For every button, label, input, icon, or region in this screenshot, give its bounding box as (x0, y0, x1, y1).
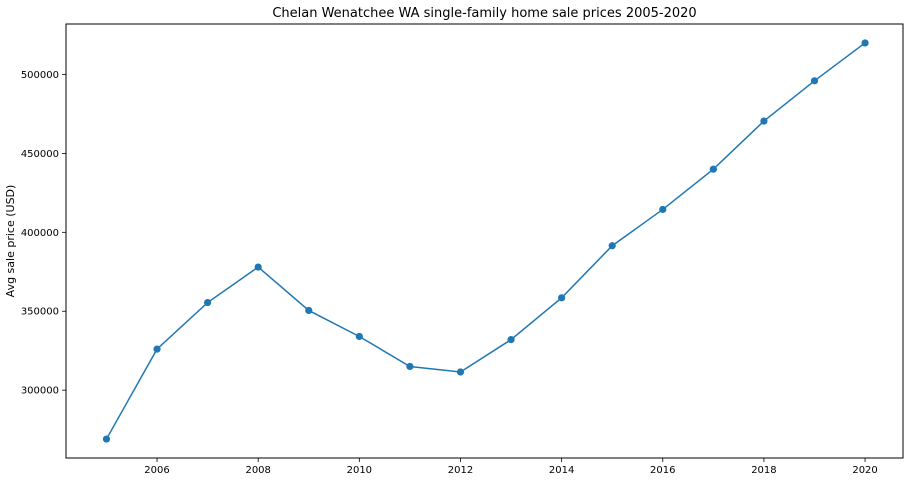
data-point (760, 117, 768, 125)
y-tick-label: 300000 (21, 386, 59, 397)
series-line (105, 42, 866, 440)
x-tick-label: 2016 (650, 465, 675, 476)
y-tick-label: 350000 (21, 307, 59, 318)
data-point (254, 263, 262, 271)
data-point (406, 362, 414, 371)
data-point (153, 345, 161, 353)
x-tick-label: 2010 (347, 465, 372, 476)
x-tick-label: 2014 (549, 465, 574, 476)
series-layer (102, 39, 869, 443)
data-point (659, 205, 667, 214)
axis-ticks: 2006 2008 2010 2012 2014 2016 2018 2020 300000 35… (21, 70, 878, 476)
chart-title: Chelan Wenatchee WA single-family home s… (272, 6, 696, 21)
y-axis-label: Avg sale price (USD) (4, 185, 17, 298)
x-tick-label: 2018 (751, 465, 776, 476)
data-point (709, 165, 717, 173)
data-point (204, 298, 212, 307)
x-tick-label: 2020 (852, 465, 877, 476)
data-point (305, 306, 313, 315)
x-tick-label: 2006 (144, 465, 169, 476)
y-tick-label: 400000 (21, 228, 59, 239)
data-point (102, 435, 111, 443)
data-point (810, 77, 819, 85)
plot-frame (65, 23, 904, 459)
data-point (355, 332, 363, 341)
x-tick-label: 2008 (245, 465, 270, 476)
data-point (608, 242, 616, 250)
y-tick-label: 500000 (21, 70, 59, 81)
data-point (456, 368, 465, 376)
data-point (507, 336, 515, 344)
data-point (861, 39, 869, 47)
data-point (558, 294, 566, 302)
y-tick-label: 450000 (21, 149, 59, 160)
x-tick-label: 2012 (448, 465, 473, 476)
